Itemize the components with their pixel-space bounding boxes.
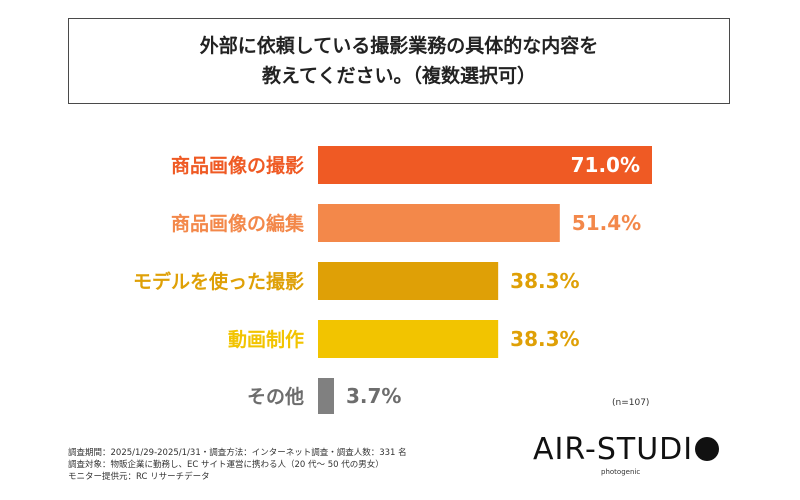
- question-title-box: 外部に依頼している撮影業務の具体的な内容を 教えてください。（複数選択可）: [68, 18, 730, 104]
- category-label-4: その他: [247, 385, 304, 408]
- value-label-0: 71.0%: [571, 153, 640, 177]
- sample-size-note: (n=107): [612, 398, 650, 408]
- logo-wordmark: AIR-STUDI: [533, 432, 720, 467]
- bar-2: [318, 262, 499, 300]
- air-studio-logo: AIR-STUDI photogenic: [533, 432, 733, 482]
- bar-3: [318, 320, 499, 358]
- value-label-4: 3.7%: [346, 384, 401, 408]
- value-label-1: 51.4%: [572, 211, 641, 235]
- title-line-2: 教えてください。（複数選択可）: [262, 65, 536, 87]
- category-label-2: モデルを使った撮影: [133, 270, 304, 293]
- footer-line-1: 調査期間：2025/1/29-2025/1/31・調査方法：インターネット調査・…: [68, 448, 407, 458]
- footer-line-3: モニター提供元：RC リサーチデータ: [68, 472, 210, 482]
- category-label-0: 商品画像の撮影: [171, 154, 304, 177]
- bar-0: [318, 146, 652, 184]
- category-label-3: 動画制作: [228, 328, 304, 351]
- bar-1: [318, 204, 560, 242]
- title-line-1: 外部に依頼している撮影業務の具体的な内容を: [199, 35, 599, 57]
- survey-footer: 調査期間：2025/1/29-2025/1/31・調査方法：インターネット調査・…: [68, 447, 407, 483]
- logo-subtext: photogenic: [601, 468, 641, 476]
- value-label-3: 38.3%: [510, 327, 579, 351]
- category-label-1: 商品画像の編集: [171, 212, 305, 235]
- value-label-2: 38.3%: [510, 269, 579, 293]
- bar-4: [318, 378, 334, 414]
- logo-o-dot: [695, 437, 720, 461]
- footer-line-2: 調査対象：物販企業に勤務し、EC サイト運営に携わる人（20 代～ 50 代の男…: [68, 460, 384, 470]
